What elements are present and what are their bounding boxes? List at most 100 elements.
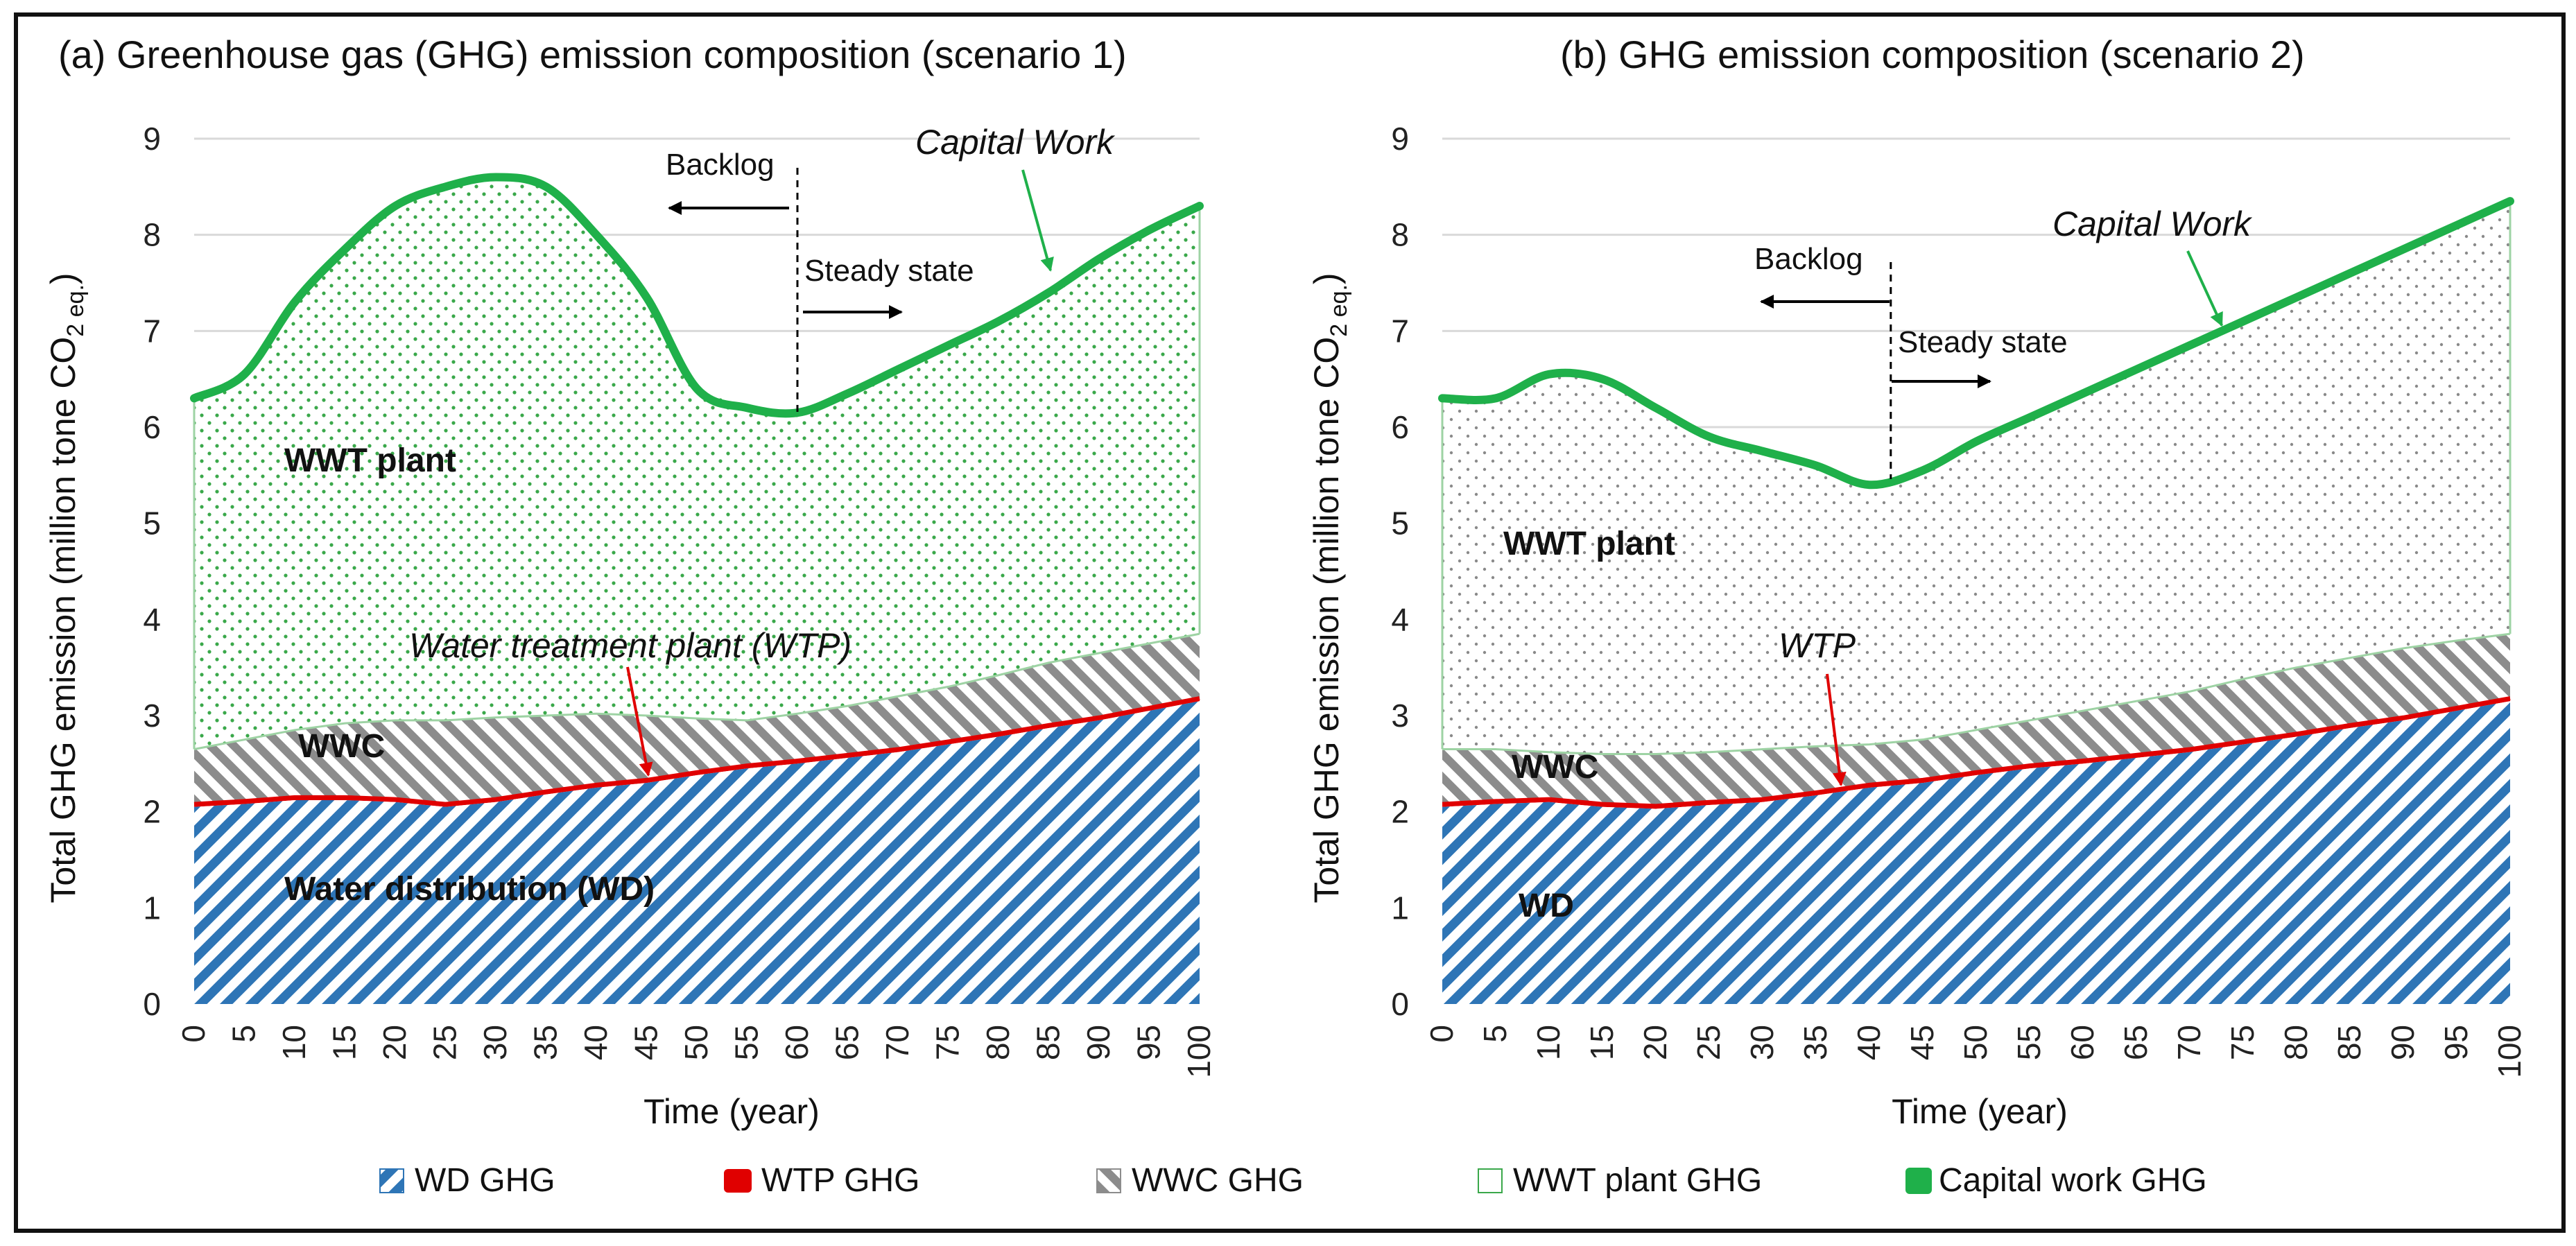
panel-b-line-capital-work <box>1438 197 2514 490</box>
figure-frame <box>14 12 2566 1233</box>
panel-a-wtp-arrow <box>626 666 653 777</box>
panel-b-lines <box>1438 197 2514 808</box>
panel-a-y-tick-label: 6 <box>143 409 161 445</box>
legend-swatch-wd <box>379 1168 404 1193</box>
panel-a: (a) Greenhouse gas (GHG) emission compos… <box>44 33 1217 1131</box>
panel-b-x-tick-label: 65 <box>2118 1025 2154 1060</box>
panel-b-wtp-arrow <box>1826 673 1847 786</box>
panel-a-x-tick-label: 15 <box>327 1025 363 1060</box>
panel-a-y-ticks: 0 1 2 3 4 5 6 7 8 9 <box>143 121 161 1022</box>
panel-b-x-tick-label: 10 <box>1530 1025 1566 1060</box>
legend-swatch-wwt <box>1478 1168 1503 1193</box>
panel-b-line-wtp <box>1442 696 2511 808</box>
panel-a-x-tick-label: 75 <box>930 1025 966 1060</box>
panel-b-backlog-label: Backlog <box>1754 242 1863 276</box>
legend-swatch-capital <box>1905 1168 1932 1194</box>
panel-b-y-tick-label: 7 <box>1391 313 1409 349</box>
panel-a-x-tick-label: 80 <box>980 1025 1016 1060</box>
panel-b-x-ticks: 0 5 10 15 20 25 30 35 40 45 50 55 60 65 70 75 80 85 90 95 10… <box>1424 1025 2527 1078</box>
panel-a-x-tick-label: 90 <box>1080 1025 1116 1060</box>
panel-b-wd-label: WD <box>1519 888 1574 924</box>
panel-a-x-tick-label: 10 <box>276 1025 312 1060</box>
panel-b-area-wd <box>1442 701 2510 1004</box>
panel-a-y-tick-label: 3 <box>143 698 161 734</box>
panel-b-y-tick-label: 1 <box>1391 890 1409 926</box>
legend-label-wd: WD GHG <box>415 1162 555 1199</box>
panel-b-wtp-label: WTP <box>1779 626 1856 665</box>
panel-b-x-tick-label: 5 <box>1477 1025 1513 1043</box>
panel-b-x-tick-label: 40 <box>1851 1025 1887 1060</box>
panel-a-y-axis-label-main: Total GHG emission (million tone CO <box>44 337 83 903</box>
panel-a-x-tick-label: 35 <box>528 1025 564 1060</box>
panel-a-wwt-plant-label: WWT plant <box>284 442 456 479</box>
legend-label-capital: Capital work GHG <box>1939 1162 2207 1199</box>
panel-a-x-tick-label: 60 <box>779 1025 815 1060</box>
panel-a-x-tick-label: 55 <box>729 1025 765 1060</box>
panel-a-wwc-label: WWC <box>298 728 385 765</box>
legend: WD GHG WTP GHG WWC GHG WWT plant GHG Cap… <box>379 1162 2207 1199</box>
panel-a-y-tick-label: 5 <box>143 505 161 542</box>
panel-b-x-tick-label: 0 <box>1424 1025 1460 1043</box>
panel-b-areas <box>1442 201 2510 1004</box>
panel-b-y-axis-label-main: Total GHG emission (million tone CO <box>1307 337 1346 903</box>
legend-item-capital: Capital work GHG <box>1905 1162 2207 1199</box>
panel-a-y-tick-label: 1 <box>143 890 161 926</box>
panel-a-x-ticks: 0 5 10 15 20 25 30 35 40 45 50 55 60 65 70 75 80 85 90 95 10… <box>175 1025 1217 1078</box>
panel-a-x-tick-label: 30 <box>477 1025 513 1060</box>
panel-b-y-axis-label-end: ) <box>1307 272 1346 284</box>
panel-b-x-tick-label: 60 <box>2064 1025 2100 1060</box>
panel-a-y-tick-label: 9 <box>143 121 161 157</box>
panel-b-x-tick-label: 15 <box>1584 1025 1620 1060</box>
panel-a-x-tick-label: 20 <box>377 1025 413 1060</box>
panel-b-x-tick-label: 85 <box>2331 1025 2367 1060</box>
panel-b-y-tick-label: 9 <box>1391 121 1409 157</box>
panel-a-wd-label: Water distribution (WD) <box>284 871 655 908</box>
panel-a-area-wd <box>194 701 1200 1004</box>
panel-b-y-axis-label: Total GHG emission (million tone CO2 eq.… <box>1307 272 1352 903</box>
panel-a-x-tick-label: 85 <box>1030 1025 1066 1060</box>
panel-b-x-tick-label: 25 <box>1691 1025 1727 1060</box>
panel-b-area-wwc <box>1442 634 2510 806</box>
panel-a-y-axis-label-end: ) <box>44 272 83 284</box>
panel-a-x-tick-label: 100 <box>1181 1025 1217 1078</box>
panel-a-capital-arrow <box>1021 169 1054 272</box>
panel-b-x-tick-label: 45 <box>1904 1025 1940 1060</box>
panel-a-y-axis-label: Total GHG emission (million tone CO2 eq.… <box>44 272 89 903</box>
panel-b-wwc-label: WWC <box>1512 749 1598 786</box>
panel-b-x-tick-label: 55 <box>2011 1025 2047 1060</box>
panel-b-x-tick-label: 70 <box>2171 1025 2207 1060</box>
panel-b-y-ticks: 0 1 2 3 4 5 6 7 8 9 <box>1391 121 1409 1022</box>
legend-label-wwt: WWT plant GHG <box>1513 1162 1762 1199</box>
panel-a-y-tick-label: 2 <box>143 794 161 830</box>
panel-a-y-tick-label: 7 <box>143 313 161 349</box>
panel-a-y-tick-label: 0 <box>143 986 161 1022</box>
panel-a-x-tick-label: 40 <box>578 1025 614 1060</box>
panel-a-x-tick-label: 95 <box>1131 1025 1167 1060</box>
panel-a-title: (a) Greenhouse gas (GHG) emission compos… <box>58 33 1127 76</box>
panel-b-line-wwc-top <box>1442 632 2511 755</box>
panel-b-capital-work-label: Capital Work <box>2052 205 2253 243</box>
panel-a-x-tick-label: 25 <box>427 1025 463 1060</box>
panel-b-x-tick-label: 30 <box>1744 1025 1780 1060</box>
panel-b-y-tick-label: 2 <box>1391 794 1409 830</box>
panel-a-x-tick-label: 5 <box>226 1025 262 1043</box>
panel-a-line-wtp <box>193 696 1200 806</box>
panel-b-y-tick-label: 8 <box>1391 217 1409 253</box>
panel-b: (b) GHG emission composition (scenario 2… <box>1307 33 2527 1131</box>
panel-b-annotations: Backlog Steady state Capital Work WWT pl… <box>1503 205 2253 924</box>
panel-b-x-tick-label: 20 <box>1637 1025 1673 1060</box>
panel-b-x-tick-label: 35 <box>1797 1025 1833 1060</box>
panel-b-x-tick-label: 90 <box>2385 1025 2421 1060</box>
panel-b-x-tick-label: 100 <box>2491 1025 2527 1078</box>
panel-a-x-tick-label: 45 <box>628 1025 664 1060</box>
panel-a-lines <box>190 173 1204 806</box>
panel-a-wtp-label: Water treatment plant (WTP) <box>409 626 852 665</box>
legend-item-wwc: WWC GHG <box>1096 1162 1304 1199</box>
panel-b-y-tick-label: 4 <box>1391 601 1409 637</box>
legend-label-wwc: WWC GHG <box>1132 1162 1304 1199</box>
legend-item-wwt: WWT plant GHG <box>1478 1162 1762 1199</box>
panel-a-x-tick-label: 70 <box>879 1025 915 1060</box>
legend-label-wtp: WTP GHG <box>761 1162 919 1199</box>
panel-b-y-axis-label-sub: 2 eq. <box>1326 284 1352 337</box>
